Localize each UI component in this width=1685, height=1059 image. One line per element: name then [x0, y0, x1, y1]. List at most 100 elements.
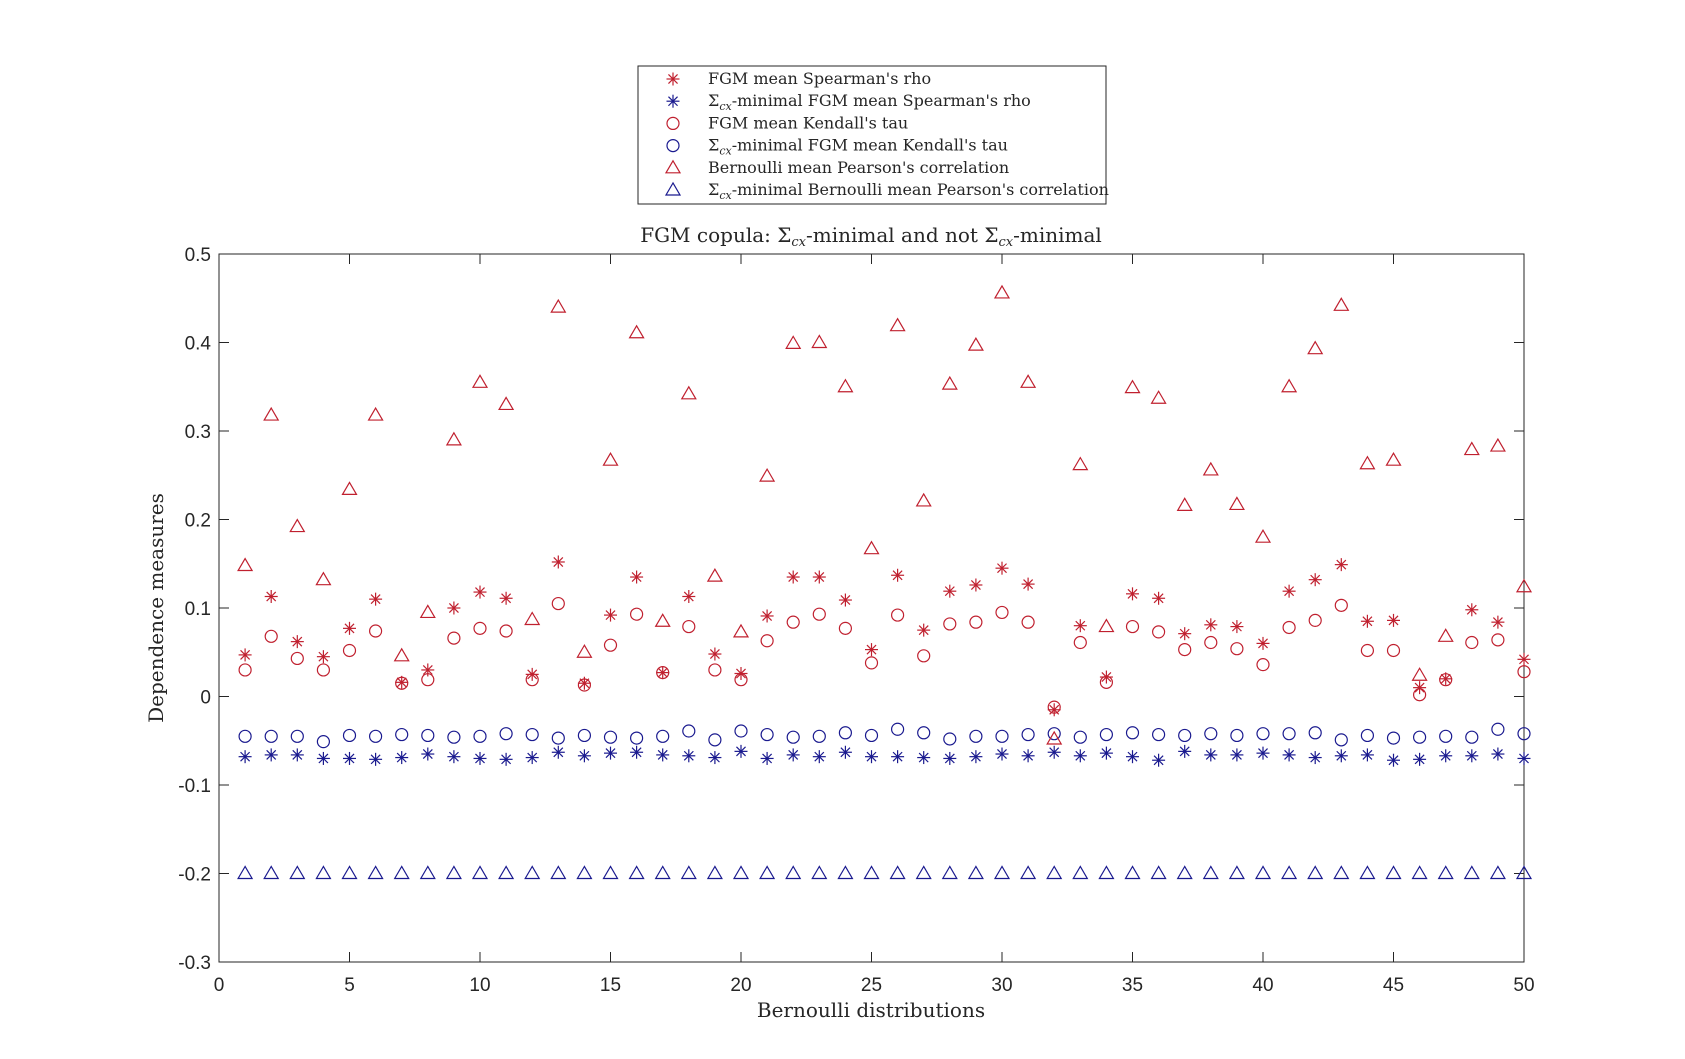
y-tick-label: 0.4 — [185, 334, 212, 355]
data-point — [1202, 461, 1219, 476]
data-point — [682, 619, 696, 634]
data-point — [264, 748, 278, 762]
data-point — [525, 727, 539, 742]
data-point — [1334, 598, 1348, 612]
legend-text: Bernoulli mean Pearson's correlation — [708, 158, 1009, 177]
data-point — [447, 750, 461, 764]
data-point — [1334, 749, 1348, 763]
data-point — [708, 751, 722, 765]
data-point — [1021, 615, 1035, 629]
x-tick-label: 30 — [991, 975, 1012, 996]
data-point — [316, 650, 330, 664]
data-point — [237, 557, 254, 572]
data-point — [445, 865, 462, 880]
data-point — [1098, 618, 1115, 633]
data-point — [395, 675, 409, 689]
series-5 — [237, 284, 1533, 745]
y-axis-label: Dependence measures — [144, 493, 168, 723]
data-point — [367, 406, 384, 421]
data-point — [889, 865, 906, 880]
data-point — [550, 865, 567, 880]
data-point — [1282, 620, 1296, 635]
data-point — [915, 492, 932, 507]
data-point — [656, 666, 670, 680]
data-point — [1178, 627, 1192, 641]
data-point — [838, 745, 852, 759]
data-point — [1230, 620, 1244, 634]
chart-title-subscript-2: cx — [998, 235, 1013, 250]
data-point — [315, 865, 332, 880]
plot-area — [218, 253, 1525, 963]
chart-title-part-1: FGM copula: — [640, 223, 777, 247]
data-point — [656, 748, 670, 762]
data-point — [1046, 865, 1063, 880]
legend-marker — [664, 159, 682, 174]
data-point — [917, 649, 931, 663]
data-point — [421, 728, 435, 743]
chart-title-sigma-1: Σ — [777, 223, 791, 247]
data-point — [915, 865, 932, 880]
y-tick-label: -0.2 — [178, 865, 211, 886]
data-point — [891, 568, 905, 582]
data-point — [1126, 750, 1139, 764]
data-point — [1491, 633, 1505, 647]
data-point — [576, 644, 593, 658]
data-point — [1047, 700, 1061, 714]
data-point — [603, 638, 618, 652]
chart-title-part-2: -minimal and not — [806, 223, 984, 247]
data-point — [421, 747, 435, 761]
data-point — [1020, 374, 1037, 388]
y-tick-label: -0.3 — [178, 953, 211, 974]
data-point — [812, 729, 826, 743]
legend-text: -minimal FGM mean Kendall's tau — [732, 136, 1008, 155]
data-point — [238, 729, 252, 743]
legend-subscript: cx — [719, 189, 732, 202]
legend-sigma: Σ — [708, 136, 719, 155]
data-point — [1412, 730, 1427, 744]
y-tick-label: 0.1 — [185, 599, 211, 620]
data-point — [1282, 584, 1296, 598]
data-point — [499, 752, 513, 766]
data-point — [1439, 673, 1453, 687]
data-point — [1333, 865, 1350, 880]
data-point — [524, 865, 541, 880]
data-point — [290, 635, 304, 649]
data-point — [812, 570, 826, 584]
data-point — [1360, 748, 1374, 762]
data-point — [1178, 642, 1192, 657]
data-point — [419, 604, 436, 619]
data-point — [1517, 665, 1531, 679]
data-point — [342, 643, 357, 658]
data-point — [264, 629, 278, 643]
y-tick-label: 0.5 — [185, 245, 211, 266]
data-point — [680, 385, 697, 400]
data-point — [732, 623, 750, 638]
data-point — [760, 751, 774, 765]
legend-marker — [666, 139, 680, 153]
legend-label: Bernoulli mean Pearson's correlation — [708, 158, 1009, 177]
data-point — [264, 589, 278, 603]
data-point — [1387, 753, 1400, 767]
data-point — [759, 467, 776, 482]
data-point — [734, 744, 748, 758]
data-point — [941, 865, 958, 880]
data-point — [943, 617, 957, 631]
legend-label: Σcx-minimal Bernoulli mean Pearson's cor… — [708, 180, 1109, 202]
data-point — [1124, 865, 1141, 880]
data-point — [369, 752, 383, 766]
data-point — [602, 452, 619, 466]
legend-text: -minimal FGM mean Spearman's rho — [732, 91, 1031, 110]
data-point — [343, 751, 356, 765]
data-point — [1334, 558, 1348, 572]
y-tick-label: 0.3 — [185, 422, 211, 443]
data-point — [917, 623, 931, 637]
data-point — [1124, 379, 1141, 394]
chart-title-part-3: -minimal — [1013, 223, 1102, 247]
data-point — [1047, 727, 1061, 741]
data-point — [447, 601, 461, 615]
data-point — [1437, 865, 1454, 880]
data-point — [838, 593, 852, 607]
data-point — [447, 730, 461, 744]
data-point — [1385, 865, 1402, 880]
data-point — [1465, 749, 1479, 763]
